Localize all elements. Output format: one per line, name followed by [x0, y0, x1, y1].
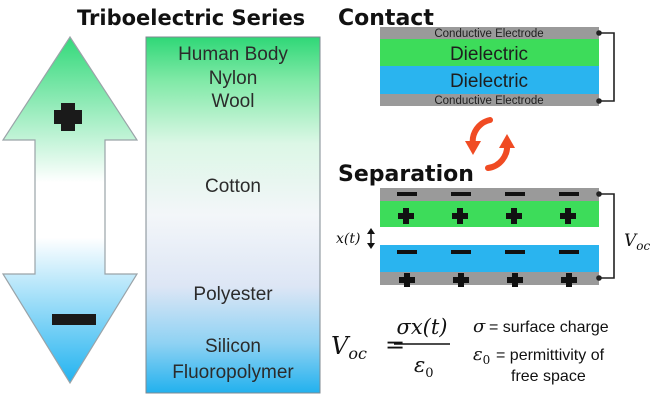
contact-circuit-wire [599, 32, 615, 102]
contact-title: Contact [338, 6, 434, 31]
formula-numerator: σx(t) [396, 315, 447, 339]
minus-icon [505, 250, 525, 254]
top-electrode-charges [397, 192, 579, 196]
series-item-polyester: Polyester [193, 284, 273, 305]
sigma-definition: = surface charge [489, 319, 609, 336]
contact-terminal-top [596, 30, 602, 36]
negative-sign-icon [52, 314, 96, 325]
positive-sign-icon [54, 103, 82, 131]
series-gradient-bar [145, 36, 321, 394]
contact-top-dielectric [380, 39, 599, 66]
bottom-dielectric-charges [397, 250, 579, 254]
contact-bottom-electrode-label: Conductive Electrode [434, 95, 543, 107]
contact-top-electrode-label: Conductive Electrode [434, 28, 543, 40]
series-item-cotton: Cotton [205, 176, 261, 197]
open-circuit-voltage-label: Voc [624, 231, 651, 253]
separation-terminal-top [596, 191, 602, 197]
plus-icon [452, 208, 468, 224]
plus-icon [561, 273, 577, 287]
gap-arrow-icon [367, 228, 375, 249]
separation-top-electrode [380, 188, 599, 201]
gap-distance-label: x(t) [336, 231, 360, 247]
contact-terminal-bottom [596, 98, 602, 104]
separation-title: Separation [338, 162, 474, 187]
series-item-human-body: Human Body [178, 44, 288, 65]
separation-bottom-electrode [380, 272, 599, 285]
minus-icon [451, 192, 471, 196]
plus-icon [399, 273, 415, 287]
minus-icon [559, 250, 579, 254]
separation-bottom-dielectric [380, 245, 599, 272]
symbol-legend: σ = surface charge ε0 = permittivity of … [473, 316, 609, 385]
minus-icon [397, 192, 417, 196]
voc-formula: Voc = σx(t) ε0 [331, 315, 450, 381]
series-box: Human Body Nylon Wool Cotton Polyester S… [145, 36, 321, 394]
contact-bottom-electrode [380, 94, 599, 106]
plus-icon [506, 208, 522, 224]
series-title: Triboelectric Series [77, 6, 305, 30]
series-item-silicon: Silicon [205, 336, 261, 357]
series-item-nylon: Nylon [209, 68, 258, 89]
epsilon-symbol: ε0 [473, 344, 490, 367]
refresh-icon [465, 117, 515, 171]
minus-icon [451, 250, 471, 254]
formula-lhs: Voc [331, 332, 367, 363]
bottom-electrode-charges [399, 273, 577, 287]
minus-icon [397, 250, 417, 254]
contact-bottom-dielectric-label: Dielectric [450, 71, 528, 92]
plus-icon [507, 273, 523, 287]
charge-polarity-arrow [1, 35, 139, 385]
double-arrow-shape [1, 35, 139, 385]
minus-icon [505, 192, 525, 196]
epsilon-definition-line1: = permittivity of [496, 347, 605, 364]
formula-denominator: ε0 [414, 353, 434, 381]
contact-stack: Conductive Electrode Dielectric Dielectr… [380, 27, 615, 107]
contact-bottom-dielectric [380, 66, 599, 94]
top-dielectric-charges [398, 208, 576, 224]
epsilon-definition-line2: free space [511, 368, 586, 385]
contact-top-dielectric-label: Dielectric [450, 44, 528, 65]
series-item-fluoropolymer: Fluoropolymer [172, 362, 294, 383]
separation-stack: Voc x(t) [336, 188, 651, 287]
plus-icon [453, 273, 469, 287]
minus-icon [559, 192, 579, 196]
plus-icon [398, 208, 414, 224]
series-item-wool: Wool [212, 91, 255, 112]
formula-equals: = [385, 331, 405, 359]
separation-circuit-wire [599, 193, 615, 279]
separation-terminal-bottom [596, 275, 602, 281]
contact-top-electrode [380, 27, 599, 39]
sigma-symbol: σ [473, 316, 486, 337]
plus-icon [560, 208, 576, 224]
